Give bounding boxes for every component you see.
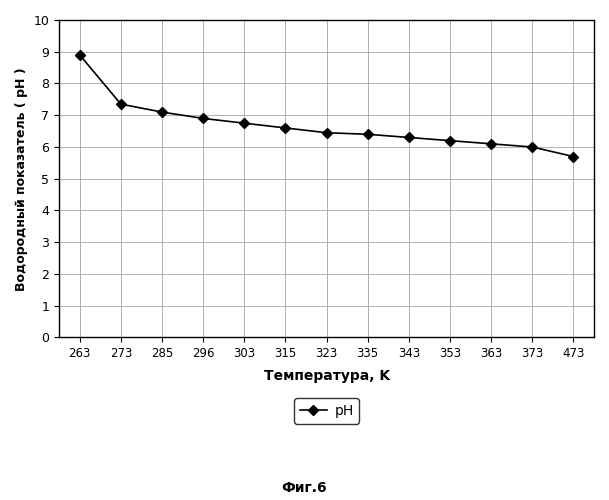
pH (529, 144, 536, 150)
pH (570, 154, 577, 160)
pH (282, 125, 289, 131)
pH (405, 134, 412, 140)
pH (364, 132, 371, 138)
pH (323, 130, 330, 136)
Y-axis label: Водородный показатель ( рH ): Водородный показатель ( рH ) (15, 67, 28, 290)
pH (241, 120, 248, 126)
pH (200, 116, 207, 121)
Legend: pH: pH (294, 398, 359, 423)
pH (446, 138, 454, 143)
pH (487, 141, 495, 147)
pH (117, 101, 124, 107)
pH (158, 109, 166, 115)
Line: pH: pH (76, 52, 577, 160)
pH (76, 52, 83, 58)
X-axis label: Температура, K: Температура, K (264, 368, 390, 382)
Text: Фиг.6: Фиг.6 (282, 481, 327, 495)
